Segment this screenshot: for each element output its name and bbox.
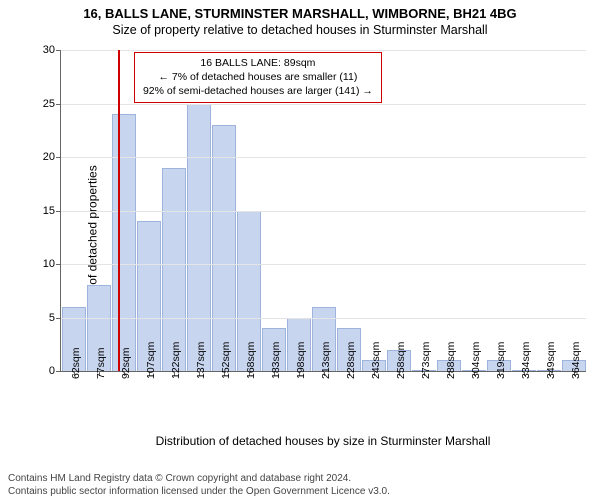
- histogram-bar: [187, 104, 211, 372]
- x-tick-label: 168sqm: [245, 342, 257, 379]
- marker-line: [118, 50, 120, 371]
- footer-line-2: Contains public sector information licen…: [8, 486, 592, 499]
- x-tick-label: 364sqm: [570, 342, 582, 379]
- title-block: 16, BALLS LANE, STURMINSTER MARSHALL, WI…: [0, 0, 600, 39]
- gridline: [61, 104, 586, 105]
- x-tick-label: 273sqm: [420, 342, 432, 379]
- histogram-bar: [112, 114, 136, 371]
- x-tick-label: 304sqm: [470, 342, 482, 379]
- y-tick-label: 5: [49, 312, 61, 324]
- annotation-line: 92% of semi-detached houses are larger (…: [143, 84, 373, 98]
- x-tick-label: 183sqm: [270, 342, 282, 379]
- x-tick-label: 319sqm: [495, 342, 507, 379]
- x-tick-label: 107sqm: [145, 342, 157, 379]
- histogram-bar: [212, 125, 236, 371]
- attribution-footer: Contains HM Land Registry data © Crown c…: [0, 473, 600, 498]
- plot-area: 62sqm77sqm92sqm107sqm122sqm137sqm152sqm1…: [60, 50, 586, 372]
- annotation-line: 16 BALLS LANE: 89sqm: [143, 56, 373, 70]
- gridline: [61, 264, 586, 265]
- x-tick-label: 258sqm: [395, 342, 407, 379]
- y-tick-label: 25: [43, 98, 61, 110]
- x-tick-label: 77sqm: [95, 347, 107, 379]
- histogram-bar: [162, 168, 186, 371]
- x-tick-label: 198sqm: [295, 342, 307, 379]
- gridline: [61, 157, 586, 158]
- histogram-chart: Number of detached properties 62sqm77sqm…: [0, 42, 600, 454]
- annotation-line: ← 7% of detached houses are smaller (11): [143, 70, 373, 84]
- marker-annotation: 16 BALLS LANE: 89sqm← 7% of detached hou…: [134, 52, 382, 103]
- x-tick-label: 152sqm: [220, 342, 232, 379]
- y-tick-label: 30: [43, 44, 61, 56]
- x-tick-label: 62sqm: [70, 347, 82, 379]
- x-tick-label: 288sqm: [445, 342, 457, 379]
- y-tick-label: 15: [43, 205, 61, 217]
- x-tick-label: 243sqm: [370, 342, 382, 379]
- y-tick-label: 10: [43, 258, 61, 270]
- x-tick-label: 122sqm: [170, 342, 182, 379]
- x-tick-label: 213sqm: [320, 342, 332, 379]
- x-tick-label: 137sqm: [195, 342, 207, 379]
- x-tick-label: 349sqm: [545, 342, 557, 379]
- x-tick-label: 334sqm: [520, 342, 532, 379]
- x-tick-label: 92sqm: [120, 347, 132, 379]
- x-tick-label: 228sqm: [345, 342, 357, 379]
- address-title: 16, BALLS LANE, STURMINSTER MARSHALL, WI…: [8, 6, 592, 21]
- gridline: [61, 318, 586, 319]
- gridline: [61, 50, 586, 51]
- y-tick-label: 20: [43, 151, 61, 163]
- x-axis-label: Distribution of detached houses by size …: [60, 434, 586, 448]
- y-tick-label: 0: [49, 365, 61, 377]
- footer-line-1: Contains HM Land Registry data © Crown c…: [8, 473, 592, 486]
- subtitle: Size of property relative to detached ho…: [8, 23, 592, 37]
- gridline: [61, 211, 586, 212]
